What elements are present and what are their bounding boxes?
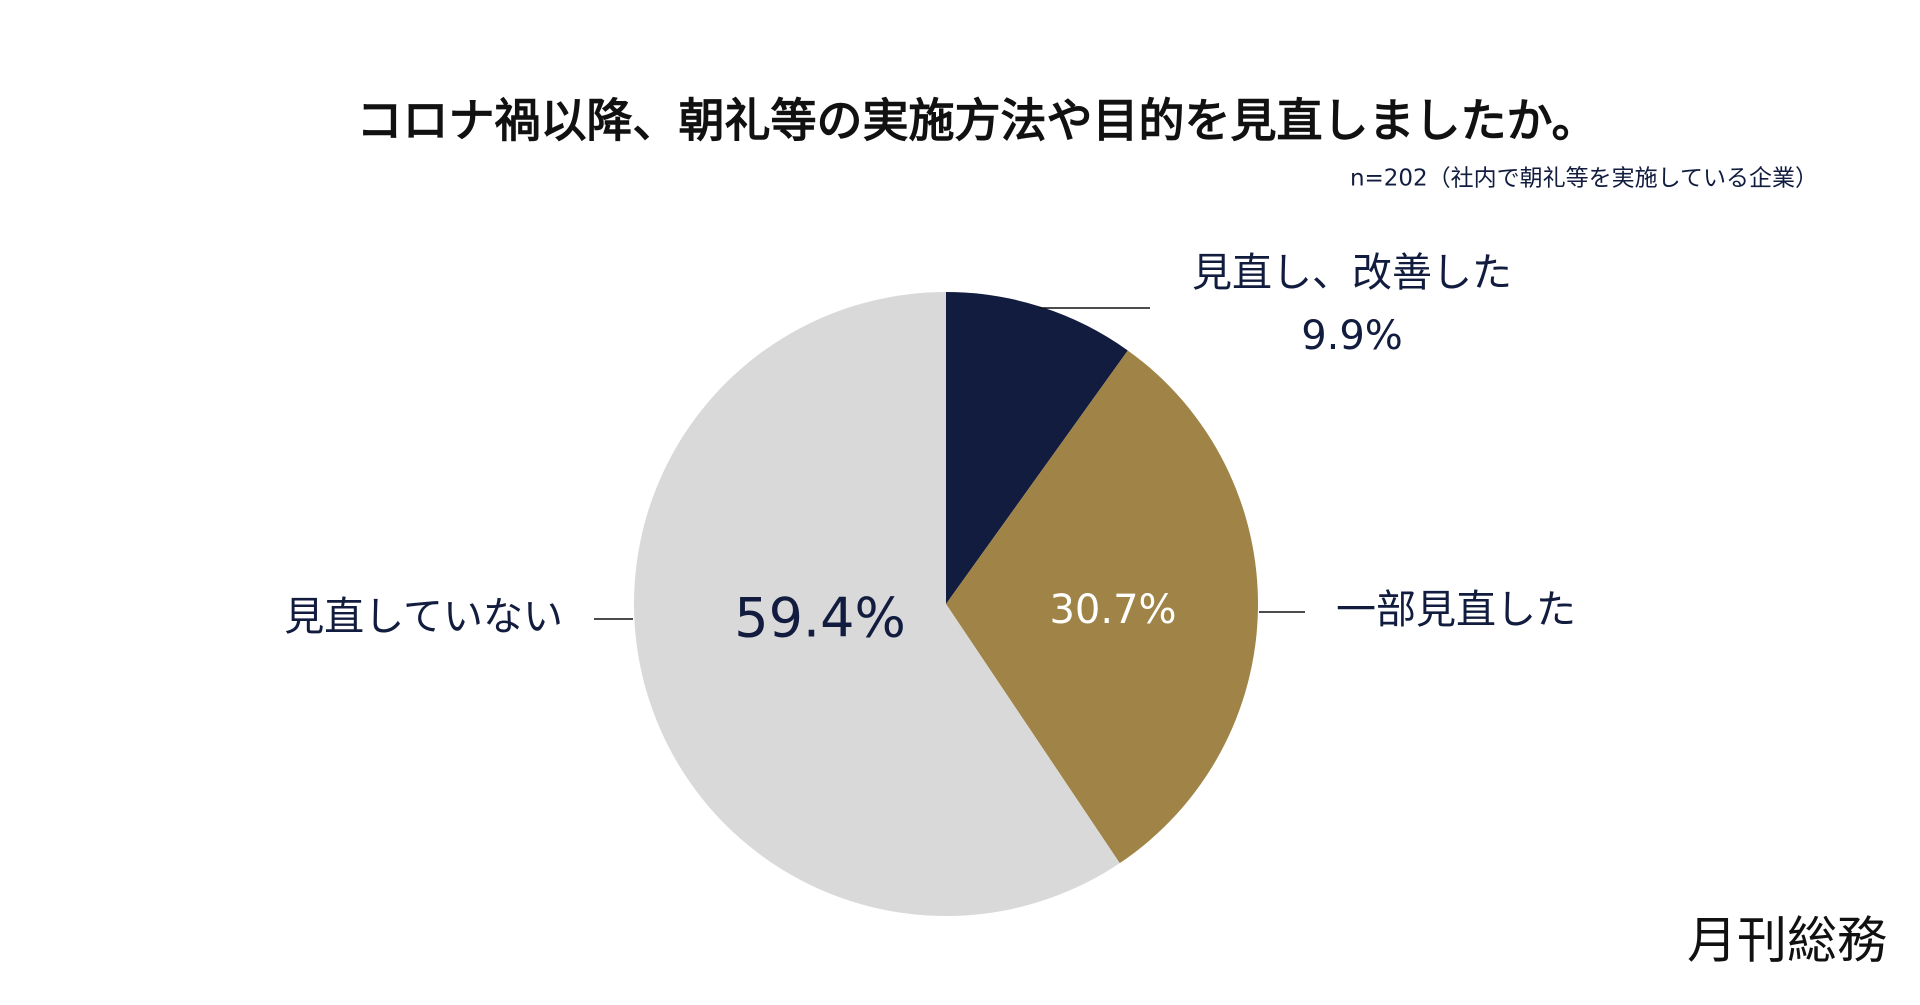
category-label: 見直していない (284, 594, 563, 640)
value-label: 9.9% (1301, 313, 1403, 359)
chart-subtitle: n=202（社内で朝礼等を実施している企業） (1350, 166, 1818, 192)
brand: 月刊総務 (1687, 912, 1887, 970)
chart-title: コロナ禍以降、朝礼等の実施方法や目的を見直しましたか。 (356, 94, 1597, 148)
category-label: 見直し、改善した (1192, 250, 1512, 296)
value-label: 59.4% (734, 587, 906, 650)
category-label: 一部見直した (1336, 587, 1576, 633)
value-label: 30.7% (1049, 587, 1176, 633)
pie-slice (634, 292, 1120, 916)
pie-slice (946, 350, 1258, 864)
pie-slice (946, 292, 1128, 604)
